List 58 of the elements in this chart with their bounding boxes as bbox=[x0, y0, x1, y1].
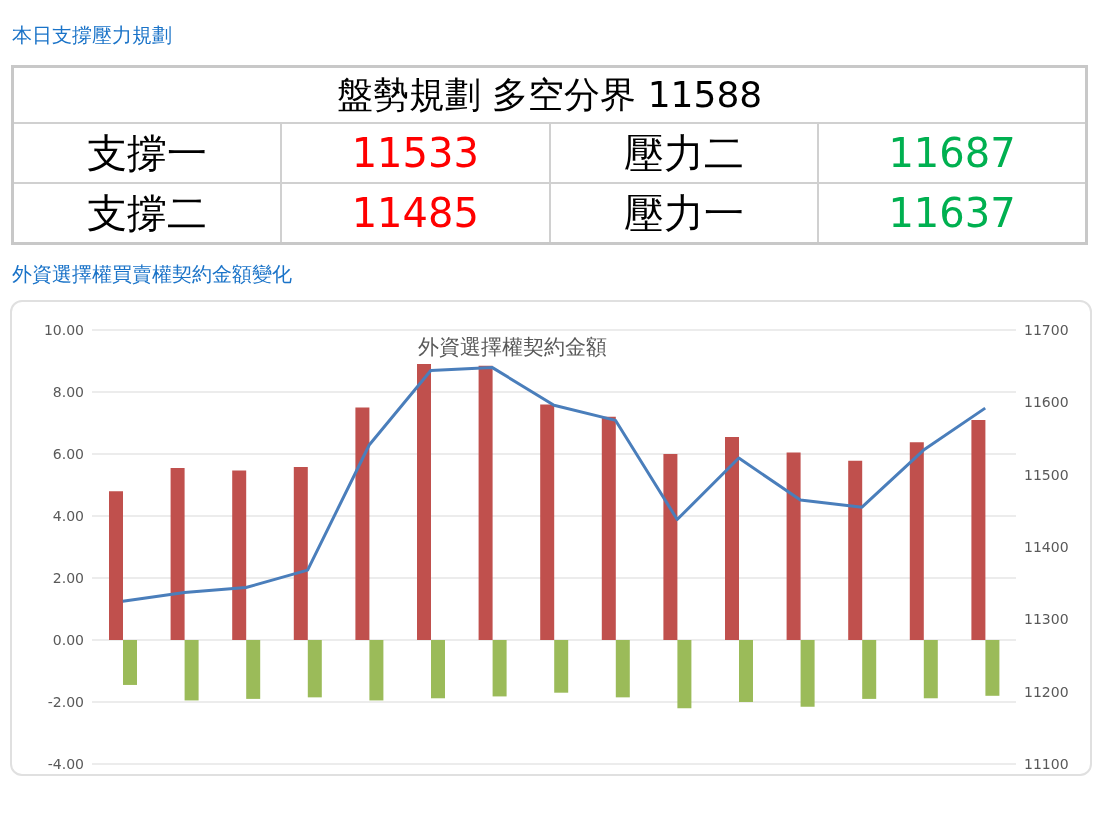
y2-tick-label: 11700 bbox=[1024, 321, 1069, 338]
bar bbox=[478, 365, 493, 640]
y-tick-label: -2.00 bbox=[47, 693, 84, 710]
bar bbox=[540, 404, 555, 640]
bar bbox=[184, 640, 199, 701]
y2-tick-label: 11400 bbox=[1024, 538, 1069, 555]
bar bbox=[848, 460, 863, 640]
bar bbox=[909, 442, 924, 640]
bar bbox=[492, 640, 507, 697]
bar bbox=[431, 640, 445, 699]
y2-tick-label: 11100 bbox=[1024, 755, 1069, 772]
bar bbox=[109, 491, 123, 640]
y2-tick-label: 11300 bbox=[1024, 611, 1069, 628]
bar bbox=[293, 467, 308, 640]
bar bbox=[677, 640, 692, 709]
y2-tick-label: 11500 bbox=[1024, 466, 1069, 483]
bar bbox=[985, 640, 1000, 696]
bar bbox=[307, 640, 322, 698]
y-tick-label: 6.00 bbox=[52, 445, 84, 462]
y-tick-label: 4.00 bbox=[52, 507, 84, 524]
y-tick-label: 0.00 bbox=[52, 631, 84, 648]
bar bbox=[739, 640, 753, 702]
bar bbox=[601, 416, 616, 640]
text: 盤勢規劃 多空分界 11588 bbox=[12, 66, 1087, 123]
chart-title: 外資選擇權買賣權契約金額變化 bbox=[12, 261, 293, 288]
bar bbox=[355, 407, 370, 640]
y-tick-label: 8.00 bbox=[52, 383, 84, 400]
y2-tick-label: 11600 bbox=[1024, 394, 1069, 411]
bar bbox=[971, 419, 986, 640]
bar bbox=[123, 640, 137, 685]
text: 支撐二 bbox=[12, 183, 281, 244]
bar bbox=[369, 640, 384, 701]
bar bbox=[246, 640, 261, 699]
chart-subtitle: 外資選擇權契約金額 bbox=[417, 335, 607, 359]
bar bbox=[786, 452, 801, 640]
y2-tick-label: 11200 bbox=[1024, 683, 1069, 700]
bar bbox=[862, 640, 877, 699]
text: 11687 bbox=[818, 123, 1087, 183]
text: 壓力一 bbox=[549, 183, 818, 244]
bar bbox=[417, 364, 431, 640]
bar bbox=[923, 640, 938, 699]
bar bbox=[725, 436, 739, 640]
text: 支撐一 bbox=[12, 123, 281, 183]
bar bbox=[615, 640, 630, 698]
bar bbox=[170, 467, 185, 640]
text: 11637 bbox=[818, 183, 1087, 244]
y-tick-label: 10.00 bbox=[43, 321, 84, 338]
y-tick-label: -4.00 bbox=[47, 755, 84, 772]
text: 壓力二 bbox=[549, 123, 818, 183]
text: 11485 bbox=[281, 183, 550, 244]
bar bbox=[554, 640, 569, 693]
bar bbox=[663, 454, 678, 640]
line-series bbox=[121, 366, 987, 603]
text: 本日支撐壓力規劃 bbox=[12, 22, 173, 49]
bar bbox=[800, 640, 815, 707]
text: 11533 bbox=[281, 123, 550, 183]
bar bbox=[232, 470, 247, 640]
y-tick-label: 2.00 bbox=[52, 569, 84, 586]
